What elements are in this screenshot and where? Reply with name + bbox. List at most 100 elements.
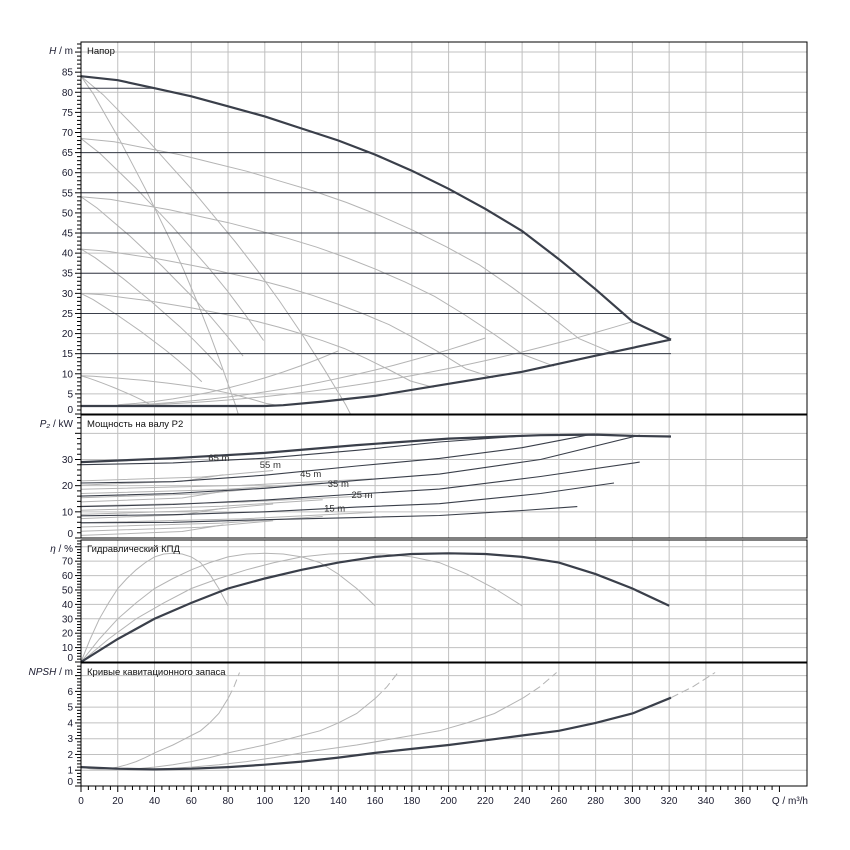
curves-npsh (81, 672, 716, 771)
system-curve (117, 321, 633, 407)
curve-max (81, 696, 672, 771)
panel-npsh: 01 2 3 4 5 6 NPSH / m Кривые кавитационного зап… (29, 662, 808, 788)
x-tick-label: 80 (222, 796, 234, 807)
x-tick-label: 0 (78, 796, 84, 807)
y-axis-symbol: H (49, 46, 57, 57)
speed-curve (81, 138, 614, 354)
curve-max (81, 75, 672, 341)
curve-label: 65 m (208, 453, 229, 464)
y-tick-label: 20 (62, 629, 74, 640)
speed-power-curve (81, 478, 373, 490)
y-axis-symbol: P₂ (40, 419, 51, 430)
panel-title: Мощность на валу P2 (87, 419, 183, 430)
y-tick-label: 20 (62, 481, 74, 492)
curve-55m (81, 434, 591, 484)
speed-power-curve (81, 499, 323, 511)
npsh-extension (228, 672, 240, 698)
y-tick-label: 85 (62, 68, 74, 79)
y-tick-label: 40 (62, 249, 74, 260)
y-tick-label: 60 (62, 168, 74, 179)
speed-power-curve (81, 495, 373, 507)
y-tick-label: 0 (67, 653, 73, 664)
y-axis-label: η / % (50, 544, 73, 555)
y-tick-label: 0 (67, 405, 73, 416)
curve-35m (81, 461, 640, 508)
y-tick-label: 20 (62, 329, 74, 340)
y-axis-label: P₂ / kW (40, 419, 74, 430)
y-tick-label: 0 (67, 777, 73, 788)
curve-min (81, 338, 672, 408)
y-tick-label: 80 (62, 88, 74, 99)
y-tick-label: 6 (67, 687, 73, 698)
y-axis-unit: / m (56, 46, 73, 57)
curve-15m (81, 506, 578, 524)
curve-max (81, 433, 672, 464)
curve-label: 15 m (324, 503, 345, 514)
x-tick-label: 240 (514, 796, 531, 807)
alt-curve (81, 75, 239, 414)
speed-power-curve (81, 482, 323, 494)
y-axis-symbol: η (50, 544, 56, 555)
y-tick-label: 10 (62, 507, 74, 518)
y-tick-label: 70 (62, 128, 74, 139)
y-tick-label: 50 (62, 208, 74, 219)
curve-max (81, 552, 670, 662)
y-tick-label: 30 (62, 289, 74, 300)
y-tick-label: 0 (67, 529, 73, 540)
y-tick-label: 75 (62, 108, 74, 119)
speed-power-curve (81, 503, 274, 515)
npsh-extension (375, 672, 399, 699)
y-tick-label: 10 (62, 643, 74, 654)
x-tick-label: 40 (149, 796, 161, 807)
panel-title: Кривые кавитационного запаса (87, 667, 226, 678)
y-tick-label: 35 (62, 269, 74, 280)
x-axis: 0 20 40 60 80 100 120 140 160 180 200 220 240 260 280 3… (78, 786, 808, 807)
x-tick-label: 120 (293, 796, 310, 807)
y-tick-label: 30 (62, 455, 74, 466)
y-tick-label: 10 (62, 369, 74, 380)
speed-curve (81, 292, 434, 388)
x-tick-label: 180 (403, 796, 420, 807)
x-tick-label: 60 (186, 796, 198, 807)
x-tick-label: 260 (551, 796, 568, 807)
x-tick-label: 200 (440, 796, 457, 807)
x-tick-label: 320 (661, 796, 678, 807)
y-tick-label: 55 (62, 188, 74, 199)
x-axis-label: Q / m³/h (772, 796, 808, 807)
curve-label: 45 m (300, 469, 321, 480)
x-tick-label: 220 (477, 796, 494, 807)
y-tick-label: 5 (67, 389, 73, 400)
x-tick-label: 160 (367, 796, 384, 807)
panel-frame (80, 662, 808, 787)
speed-curve (81, 552, 229, 662)
speed-power-curve (81, 524, 224, 536)
y-tick-label: 45 (62, 229, 74, 240)
speed-curve (81, 552, 523, 662)
curves-efficiency (81, 552, 670, 662)
panel-power: 0 10 20 30 P₂ / kW 65 m 55 m 45 m 35 m25 m 15 m Мо… (40, 414, 808, 540)
x-tick-label: 100 (256, 796, 273, 807)
x-tick-label: 360 (734, 796, 751, 807)
alt-curve (81, 75, 352, 414)
speed-power-curve (81, 520, 274, 532)
panel-title: Напор (87, 46, 115, 57)
y-axis-unit: / kW (50, 419, 73, 430)
speed-power-curve (81, 490, 224, 503)
npsh-extension (523, 672, 557, 699)
curve-65m (81, 434, 534, 466)
y-tick-label: 5 (67, 703, 73, 714)
speed-curve (81, 375, 280, 407)
system-curve (117, 337, 486, 406)
curves-power: 65 m 55 m 45 m 35 m25 m 15 m (81, 433, 672, 536)
y-tick-label: 2 (67, 750, 73, 761)
speed-curve (81, 248, 494, 379)
speed-curve-steep (81, 375, 150, 405)
y-tick-label: 4 (67, 718, 73, 729)
y-tick-label: 15 (62, 349, 74, 360)
y-axis-unit: / m (56, 667, 73, 678)
speed-power-curve (81, 470, 274, 482)
curve-label: 35 m (328, 479, 349, 490)
speed-curve-steep (81, 138, 265, 341)
system-curve (117, 350, 339, 406)
